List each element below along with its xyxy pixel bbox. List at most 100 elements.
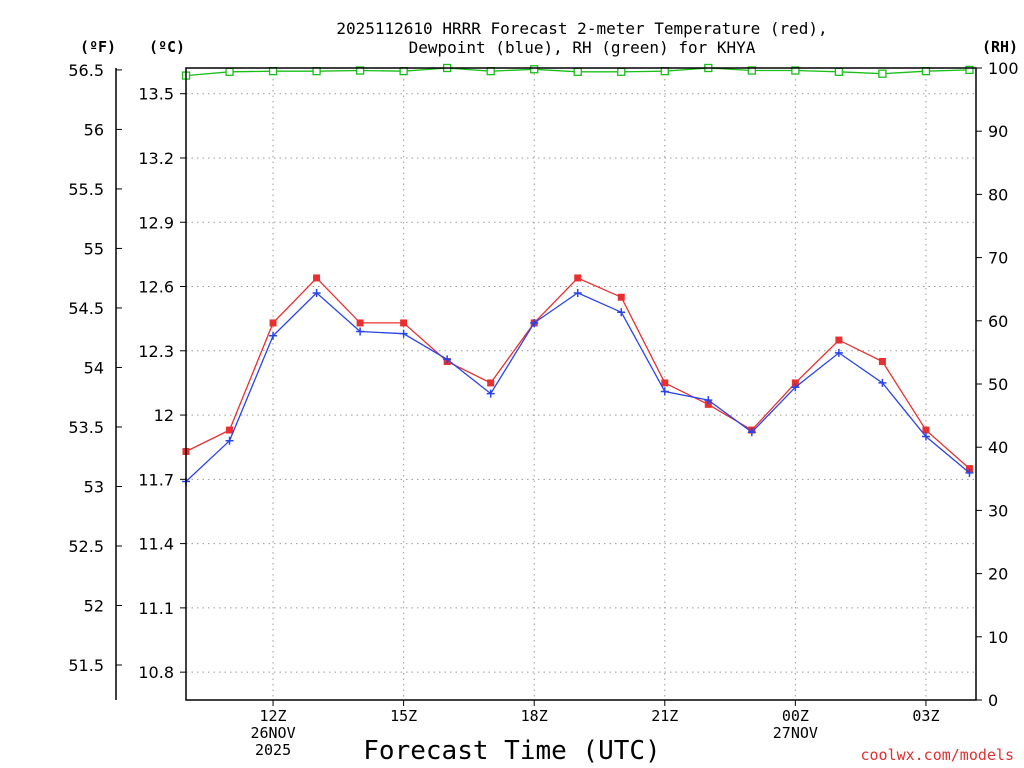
dewpoint-point: [443, 355, 452, 364]
temperature-point: [704, 400, 712, 408]
rh-point: [573, 67, 582, 76]
celsius-tick-label: 12.3: [138, 342, 174, 361]
fahrenheit-tick-label: 56: [84, 120, 104, 139]
fahrenheit-axis: 51.5 52 52.5 53 53.5 54 54.5 55 55.5 56 56.5: [68, 61, 122, 700]
time-tick-label: 12Z: [260, 707, 287, 725]
rh-point: [617, 67, 626, 76]
dewpoint-point: [399, 329, 408, 338]
rh-point: [965, 65, 974, 75]
temperature-point: [965, 465, 973, 473]
chart-title-line-2: Dewpoint (blue), RH (green) for KHYA: [409, 38, 756, 57]
celsius-unit-label: (ºC): [149, 38, 185, 56]
fahrenheit-tick-label: 51.5: [68, 656, 104, 675]
temperature-point: [269, 319, 277, 327]
time-tick-label: 27NOV: [773, 724, 818, 742]
fahrenheit-tick-label: 52.5: [68, 537, 104, 556]
rh-tick-label: 50: [988, 375, 1008, 394]
rh-tick-label: 0: [988, 691, 998, 710]
fahrenheit-tick-label: 55.5: [68, 180, 104, 199]
x-axis-title: Forecast Time (UTC): [363, 736, 660, 766]
fahrenheit-tick-label: 53.5: [68, 418, 104, 437]
rh-tick-label: 60: [988, 312, 1008, 331]
dewpoint-point: [486, 389, 495, 398]
fahrenheit-tick-label: 54: [84, 358, 104, 377]
dewpoint-point: [573, 288, 582, 297]
celsius-tick-label: 12.6: [138, 278, 174, 297]
rh-point: [225, 67, 234, 76]
rh-point: [834, 67, 844, 76]
dewpoint-point: [530, 318, 539, 327]
data-series: [181, 63, 974, 486]
time-tick-label: 26NOV: [250, 724, 295, 742]
dewpoint-point: [704, 396, 713, 405]
time-tick-label: 03Z: [912, 707, 939, 725]
fahrenheit-tick-label: 54.5: [68, 299, 104, 318]
temperature-point: [661, 379, 669, 387]
plot-frame: [185, 67, 977, 701]
rh-tick-label: 20: [988, 565, 1008, 584]
dewpoint-point: [834, 348, 843, 357]
dewpoint-point: [878, 378, 887, 387]
time-tick-label: 18Z: [521, 707, 548, 725]
temperature-point: [226, 426, 234, 434]
rh-tick-label: 10: [988, 628, 1008, 647]
fahrenheit-tick-label: 55: [84, 239, 104, 258]
dewpoint-point: [747, 428, 756, 437]
fahrenheit-tick-label: 56.5: [68, 61, 104, 80]
temperature-point: [835, 336, 843, 344]
dewpoint-point: [965, 468, 974, 477]
fahrenheit-unit-label: (ºF): [80, 38, 116, 56]
dewpoint-point: [660, 387, 669, 396]
rh-unit-label: (RH): [982, 38, 1018, 56]
dewpoint-point: [312, 288, 321, 297]
time-tick-label: 15Z: [390, 707, 417, 725]
celsius-tick-label: 13.5: [138, 85, 174, 104]
celsius-tick-label: 11.1: [138, 599, 174, 618]
grid-lines: [186, 68, 976, 700]
temperature-point: [922, 426, 930, 434]
rh-point: [791, 66, 800, 75]
time-tick-label: 21Z: [651, 707, 678, 725]
dewpoint-point: [269, 331, 278, 340]
rh-tick-label: 80: [988, 185, 1008, 204]
rh-tick-label: 30: [988, 501, 1008, 520]
celsius-axis: 10.8 11.1 11.4 11.7 12 12.3 12.6 12.9 13.2 13.5: [138, 85, 186, 682]
source-credit: coolwx.com/models: [860, 746, 1014, 764]
celsius-tick-label: 13.2: [138, 149, 174, 168]
celsius-tick-label: 12: [154, 406, 174, 425]
rh-tick-label: 40: [988, 438, 1008, 457]
temperature-point: [617, 293, 625, 301]
rh-point: [530, 65, 539, 74]
rh-point: [747, 66, 756, 75]
time-tick-label: 00Z: [782, 707, 809, 725]
temperature-point: [574, 274, 582, 282]
temperature-point: [791, 379, 799, 387]
dewpoint-point: [356, 327, 365, 336]
celsius-tick-label: 11.7: [138, 470, 174, 489]
dewpoint-point: [791, 383, 800, 392]
temperature-point: [313, 274, 321, 282]
chart-title-line-1: 2025112610 HRRR Forecast 2-meter Tempera…: [336, 19, 827, 38]
temperature-point: [878, 358, 886, 366]
dewpoint-point: [617, 308, 626, 317]
temperature-point: [356, 319, 364, 327]
celsius-tick-label: 12.9: [138, 213, 174, 232]
dewpoint-line: [185, 292, 970, 482]
rh-tick-label: 100: [988, 59, 1019, 78]
rh-point: [878, 69, 887, 78]
time-tick-label: 2025: [255, 741, 291, 759]
rh-tick-label: 70: [988, 249, 1008, 268]
rh-tick-label: 90: [988, 122, 1008, 141]
celsius-tick-label: 10.8: [138, 663, 174, 682]
rh-point: [355, 66, 365, 75]
temperature-point: [487, 379, 495, 387]
dewpoint-point: [225, 436, 234, 445]
temperature-point: [400, 319, 408, 327]
fahrenheit-tick-label: 53: [84, 477, 104, 496]
dewpoint-point: [921, 432, 930, 441]
fahrenheit-tick-label: 52: [84, 596, 104, 615]
rh-axis: 0 10 20 30 40 50 60 70 80 90 100: [976, 59, 1019, 710]
celsius-tick-label: 11.4: [138, 535, 174, 554]
